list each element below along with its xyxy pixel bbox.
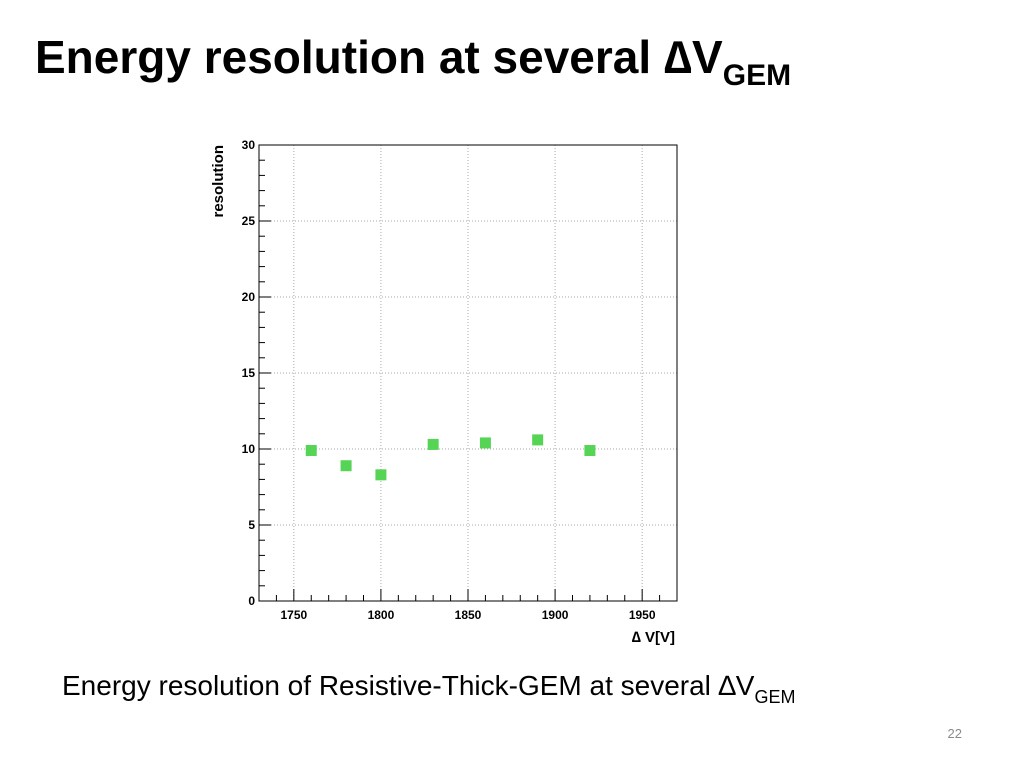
- caption-text: Energy resolution of Resistive-Thick-GEM…: [62, 670, 755, 701]
- x-tick-label: 1800: [368, 608, 395, 622]
- x-tick-label: 1950: [629, 608, 656, 622]
- data-point: [479, 437, 491, 449]
- caption-subscript: GEM: [754, 687, 796, 707]
- y-tick-label: 5: [248, 518, 255, 532]
- data-point: [340, 460, 352, 472]
- y-tick-label: 25: [242, 214, 256, 228]
- x-tick-label: 1750: [280, 608, 307, 622]
- data-point: [584, 445, 596, 457]
- y-tick-label: 0: [248, 594, 255, 608]
- slide-title: Energy resolution at several ∆VGEM: [35, 30, 791, 92]
- figure-caption: Energy resolution of Resistive-Thick-GEM…: [62, 670, 796, 707]
- x-tick-label: 1850: [455, 608, 482, 622]
- y-axis-label: resolution: [210, 145, 227, 218]
- data-point: [305, 445, 317, 457]
- data-point: [427, 438, 439, 450]
- y-tick-label: 10: [242, 442, 256, 456]
- y-tick-label: 30: [242, 138, 256, 152]
- slide-title-subscript: GEM: [722, 59, 792, 92]
- grid: [259, 145, 677, 601]
- data-point: [532, 434, 544, 446]
- x-axis-label: ∆ V[V]: [632, 629, 675, 646]
- tick-labels: 1750 1800 1850 1900 1950 0 5 10 15 20 25 30: [242, 138, 656, 622]
- y-tick-label: 15: [242, 366, 256, 380]
- plot-frame: [258, 144, 678, 602]
- x-tick-label: 1900: [542, 608, 569, 622]
- y-tick-label: 20: [242, 290, 256, 304]
- slide-title-text: Energy resolution at several ∆V: [35, 31, 723, 83]
- data-points: [305, 434, 596, 481]
- page-number: 22: [947, 726, 962, 741]
- data-point: [375, 469, 387, 481]
